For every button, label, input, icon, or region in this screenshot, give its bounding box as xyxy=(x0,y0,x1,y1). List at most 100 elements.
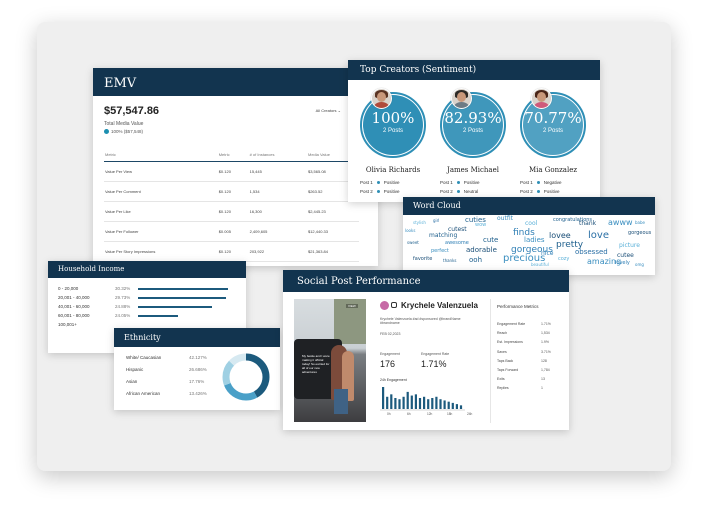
post-2-sentiment: Post 2 Positive xyxy=(360,189,400,194)
word-cloud-word: cool xyxy=(525,220,538,227)
post-1-sentiment: Post 1 Positive xyxy=(440,180,480,185)
post-label: Post 2 xyxy=(520,189,533,194)
table-cell: $263.52 xyxy=(306,181,359,202)
word-cloud-word: omg xyxy=(635,262,644,267)
table-column-header: Metric xyxy=(105,152,116,157)
sentiment-value: Positive xyxy=(383,180,400,185)
metric-value: 1.9% xyxy=(541,340,549,345)
sentiment-ring xyxy=(440,92,506,158)
avatar-face xyxy=(377,92,386,102)
x-tick-label: 6h xyxy=(407,412,411,416)
post-1-sentiment: Post 1 Negative xyxy=(520,180,562,185)
word-cloud-word: lovee xyxy=(549,231,571,240)
donut-slice xyxy=(222,353,270,401)
post-label: Post 1 xyxy=(440,180,453,185)
word-cloud-word: cute xyxy=(483,236,499,244)
creator-filter-dropdown[interactable]: All Creators ⌄ xyxy=(315,108,341,113)
social-post-title: Social Post Performance xyxy=(283,270,569,292)
metric-row: Taps Back 128 xyxy=(497,359,559,363)
table-row: Value Per Comment $0.120 1,534 $263.52 xyxy=(104,181,359,202)
engagement-bar xyxy=(386,396,389,409)
engagement-bar xyxy=(459,405,463,409)
creator-card[interactable]: 70.77% 2 Posts Mia Gonzalez Post 1 Negative P… xyxy=(518,84,588,199)
table-cell: 113,366 xyxy=(248,261,307,266)
post-2-sentiment: Post 2 Positive xyxy=(520,189,560,194)
photo-person-2 xyxy=(342,351,354,401)
word-cloud-word: thank xyxy=(579,220,597,227)
ethnicity-label: African American xyxy=(126,391,161,396)
engagement-value: 176 xyxy=(380,359,396,369)
metric-label: Taps Back xyxy=(497,358,514,363)
x-tick-label: 24h xyxy=(467,412,473,416)
word-cloud-word: gorgeous xyxy=(628,230,652,236)
table-cell: $13,555.92 xyxy=(306,261,359,266)
post-photo[interactable]: My bestie and I were making it official … xyxy=(294,299,366,422)
income-bar xyxy=(138,315,178,317)
ethnicity-percent: 13.426% xyxy=(189,391,207,396)
income-bar xyxy=(138,306,212,308)
donut-slice xyxy=(222,353,270,401)
ethnicity-label: Hispanic xyxy=(126,367,144,372)
post-count: 2 Posts xyxy=(382,128,403,134)
sentiment-value: Neutral xyxy=(463,189,479,194)
donut-slice xyxy=(222,353,270,401)
post-label: Post 2 xyxy=(440,189,453,194)
sentiment-dot-icon xyxy=(376,190,380,193)
engagement-bar xyxy=(418,398,422,409)
income-row: 0 - 20,000 30.32% xyxy=(58,286,238,294)
performance-metrics-title: Performance Metrics xyxy=(497,304,539,309)
post-date: FEB 02,2023 xyxy=(380,332,401,336)
word-cloud-word: cutee xyxy=(617,252,634,259)
word-cloud-title: Word Cloud xyxy=(403,197,655,215)
creator-avatar xyxy=(451,88,472,109)
metric-value: 3.71% xyxy=(541,349,551,354)
metric-value: 1 xyxy=(541,386,543,391)
income-range: 20,001 - 40,000 xyxy=(58,295,90,300)
word-cloud-word: stylish xyxy=(413,220,426,225)
sentiment-value: Positive xyxy=(543,189,560,194)
metric-label: Taps Forward xyxy=(497,368,519,372)
post-count: 2 Posts xyxy=(542,128,563,134)
sentiment-circle: 100% 2 Posts xyxy=(363,95,423,155)
word-cloud-word: outfit xyxy=(497,215,513,222)
income-range: 0 - 20,000 xyxy=(58,286,79,291)
household-income-title: Household Income xyxy=(48,261,246,278)
creator-card[interactable]: 100% 2 Posts Olivia Richards Post 1 Positive… xyxy=(358,84,428,199)
divider xyxy=(490,299,491,423)
ethnicity-percent: 26.686% xyxy=(189,367,207,372)
photo-jeans xyxy=(334,389,348,414)
income-row: 100,001+ xyxy=(58,322,238,330)
sentiment-circle: 70.77% 2 Posts xyxy=(523,95,583,155)
photo-view-badge[interactable]: VIEW xyxy=(346,304,358,308)
engagement-24h-chart xyxy=(380,387,465,411)
engagement-bar xyxy=(394,398,397,409)
table-row: Value Per View $0.120 15,445 $3,565.08 xyxy=(104,161,359,182)
sentiment-value: Negative xyxy=(543,180,562,185)
word-cloud-word: awesome xyxy=(445,240,469,246)
metric-label: Reach xyxy=(497,331,508,336)
engagement-bar xyxy=(423,396,426,409)
top-creators-title: Top Creators (Sentiment) xyxy=(348,60,600,80)
table-row: Value Per Story Impressions $0.120 203,922… xyxy=(104,241,359,262)
income-percent: 24.88% xyxy=(115,304,131,309)
engagement-bar xyxy=(402,396,405,409)
table-column-header: Metric xyxy=(218,152,230,157)
creator-avatar xyxy=(371,88,392,109)
table-cell: $0.005 xyxy=(217,221,249,242)
word-cloud-word: looks xyxy=(405,228,416,233)
emv-table: Metric Metric # of Instances Media Value Va… xyxy=(104,148,359,266)
word-cloud-word: matching xyxy=(429,232,458,239)
metric-label: Exits xyxy=(497,377,505,382)
creator-card[interactable]: 82.93% 2 Posts James Michael Post 1 Positive… xyxy=(438,84,508,199)
metric-row: Saves 3.71% xyxy=(497,350,559,354)
table-cell: $12,440.33 xyxy=(306,221,359,242)
table-cell: $3,565.08 xyxy=(306,161,359,182)
metric-value: 1,784 xyxy=(541,368,550,372)
metric-value: 13 xyxy=(541,377,545,382)
table-cell: $0.120 xyxy=(217,161,249,182)
metric-value: 1.71% xyxy=(541,322,551,326)
metric-label: Saves xyxy=(497,349,507,354)
metric-row: Replies 1 xyxy=(497,386,559,390)
engagement-bar xyxy=(451,402,454,409)
income-row: 60,001 - 80,000 24.05% xyxy=(58,313,238,321)
